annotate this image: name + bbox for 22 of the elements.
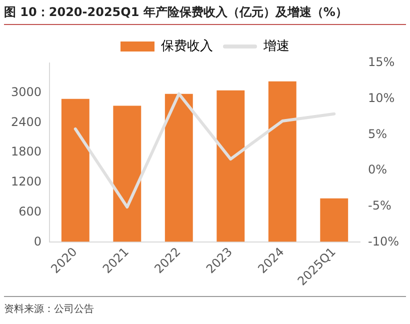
y2-tick-label: 15% (368, 55, 395, 70)
bar (320, 198, 348, 242)
y-tick-label: 2400 (10, 114, 42, 129)
y-tick-label: 1200 (10, 174, 42, 189)
y2-tick-label: -5% (368, 198, 392, 212)
y2-tick-label: 10% (368, 90, 395, 105)
y2-tick-label: 5% (368, 126, 388, 141)
y-tick-label: 600 (18, 204, 42, 218)
bar (61, 98, 90, 242)
y-tick-label: 0 (34, 234, 42, 248)
bar (164, 94, 193, 242)
y2-tick-label: 0% (368, 162, 388, 177)
y2-tick-label: -10% (368, 234, 400, 248)
bar (268, 81, 296, 242)
y-tick-label: 3000 (10, 84, 42, 99)
legend-label: 增速 (262, 38, 290, 54)
legend-label: 保费收入 (161, 38, 213, 54)
bar (113, 106, 142, 242)
chart-title: 图 10：2020-2025Q1 年产险保费收入（亿元）及增速（%） (4, 4, 348, 21)
bar (216, 90, 245, 242)
y-tick-label: 1800 (10, 144, 42, 159)
text: 资料来源：公司公告 (4, 302, 94, 316)
